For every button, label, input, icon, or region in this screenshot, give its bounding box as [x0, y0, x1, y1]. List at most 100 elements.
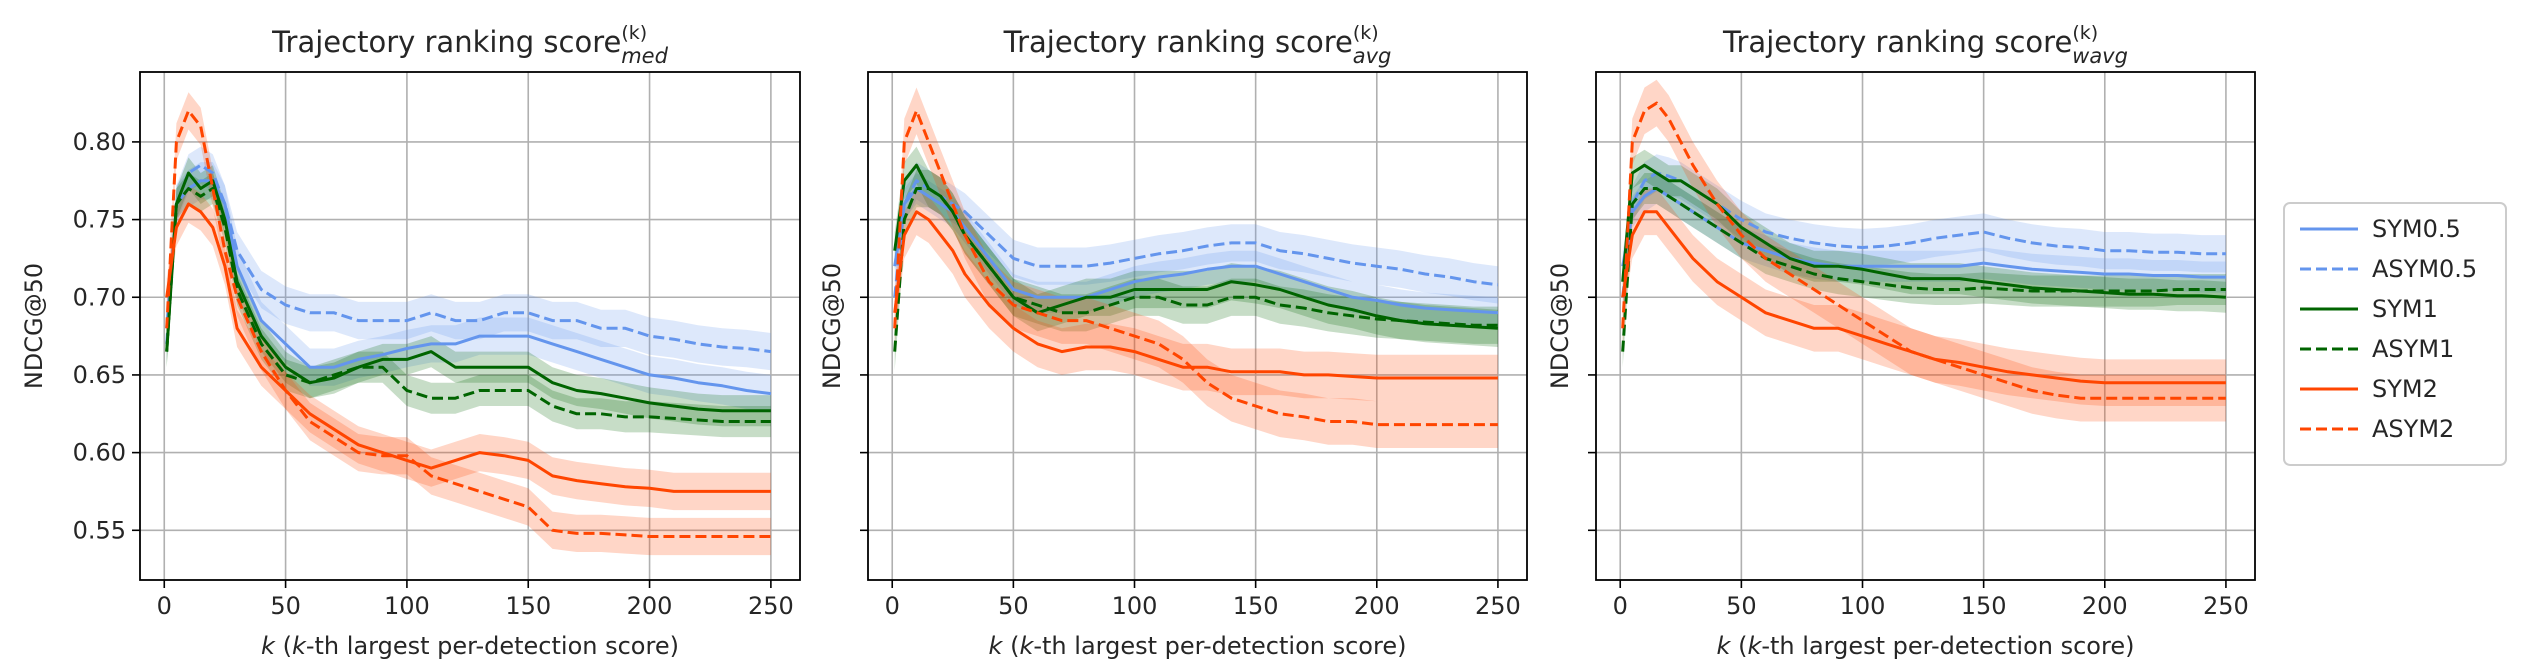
legend-entries: SYM0.5 ASYM0.5 SYM1 ASYM1 SYM2 ASYM2 [2300, 215, 2477, 443]
title-main: Trajectory ranking score [271, 25, 621, 59]
legend-label: SYM2 [2372, 375, 2438, 403]
series-line-sym2 [165, 202, 771, 493]
x-tick-label: 250 [2203, 592, 2249, 620]
y-tick-label: 0.70 [73, 283, 126, 311]
x-axis-label: k (k-th largest per-detection score) [261, 632, 679, 660]
series-line-sym0-5 [1621, 187, 2226, 279]
x-label-k: k [261, 632, 276, 660]
band-asym0-5 [166, 146, 771, 371]
y-tick-label: 0.60 [73, 439, 126, 467]
x-tick-label: 200 [627, 592, 673, 620]
title-main: Trajectory ranking score [1722, 25, 2072, 59]
series-line-asym2 [1621, 101, 2226, 400]
x-tick-label: 100 [384, 592, 430, 620]
x-tick-label: 0 [157, 592, 172, 620]
x-axis-label: k (k-th largest per-detection score) [1717, 632, 2135, 660]
y-tick-label: 0.75 [73, 206, 126, 234]
plot-area [165, 92, 772, 556]
series-line-asym2 [165, 109, 771, 538]
series-line-asym1 [1621, 187, 2226, 352]
x-tick-label: 0 [885, 592, 900, 620]
legend-item-sym1: SYM1 [2300, 295, 2438, 323]
legend-item-asym1: ASYM1 [2300, 335, 2454, 363]
series-line-sym0-5 [893, 187, 1498, 315]
axes-frame [1595, 71, 2256, 581]
x-tick-label: 100 [1112, 592, 1158, 620]
title-main: Trajectory ranking score [1003, 25, 1353, 59]
x-tick-label: 200 [2082, 592, 2128, 620]
axes-frame [139, 71, 801, 581]
panel-title: Trajectory ranking score(k) wavg [1722, 22, 2128, 68]
series-line-asym2 [893, 109, 1498, 427]
x-tick-label: 150 [1961, 592, 2007, 620]
band-asym0-5 [1622, 154, 2226, 316]
legend-label: ASYM1 [2372, 335, 2454, 363]
series-line-sym2 [1621, 210, 2226, 385]
series-line-asym0-5 [165, 163, 772, 354]
x-axis-label: k (k-th largest per-detection score) [989, 632, 1407, 660]
title-sup: (k) [621, 22, 647, 44]
series-line-sym2 [893, 210, 1498, 380]
x-label-tail: -th largest per-detection score) [1033, 632, 1406, 660]
y-tick-label: 0.65 [73, 361, 126, 389]
y-tick-label: 0.55 [73, 516, 126, 544]
band-sym1 [166, 157, 771, 427]
legend-item-sym0-5: SYM0.5 [2300, 215, 2461, 243]
x-tick-label: 150 [505, 592, 551, 620]
band-sym1 [1622, 149, 2226, 313]
x-tick-label: 250 [748, 592, 794, 620]
band-asym2 [1622, 79, 2226, 422]
x-label-k: k [989, 632, 1004, 660]
band-asym2 [894, 87, 1498, 448]
x-tick-label: 50 [270, 592, 301, 620]
series-line-asym1 [893, 187, 1498, 352]
legend-label: ASYM2 [2372, 415, 2454, 443]
title-sub: avg [1353, 44, 1392, 68]
band-sym2 [894, 188, 1498, 402]
axes-frame [867, 71, 1528, 581]
series-line-sym1 [165, 171, 771, 413]
x-tick-label: 0 [1613, 592, 1628, 620]
band-asym1 [1622, 173, 2226, 368]
band-asym0-5 [894, 162, 1498, 316]
grid [868, 72, 1527, 580]
y-axis-label: NDCG@50 [1546, 263, 1574, 389]
plot-area [893, 87, 1499, 448]
x-tick-label: 200 [1354, 592, 1400, 620]
legend: SYM0.5 ASYM0.5 SYM1 ASYM1 SYM2 ASYM2 [2283, 202, 2507, 466]
band-asym1 [894, 169, 1498, 371]
legend-label: SYM0.5 [2372, 215, 2461, 243]
legend-item-asym0-5: ASYM0.5 [2300, 255, 2477, 283]
x-label-tail: -th largest per-detection score) [1761, 632, 2134, 660]
band-sym0-5 [894, 173, 1498, 329]
title-sup: (k) [1353, 22, 1379, 44]
x-label-part: ( [1730, 632, 1747, 660]
band-sym0-5 [166, 162, 771, 413]
x-label-k2: k [292, 632, 307, 660]
x-label-part: ( [1002, 632, 1019, 660]
legend-label: SYM1 [2372, 295, 2438, 323]
panel-title: Trajectory ranking score(k) avg [1003, 22, 1392, 68]
series-line-asym0-5 [1621, 171, 2226, 298]
x-tick-label: 100 [1840, 592, 1886, 620]
y-axis-label: NDCG@50 [818, 263, 846, 389]
legend-item-sym2: SYM2 [2300, 375, 2438, 403]
panel-title: Trajectory ranking score(k) med [271, 22, 668, 68]
x-label-k: k [1717, 632, 1732, 660]
title-sub: wavg [2072, 44, 2128, 68]
title-sub: med [621, 44, 668, 68]
x-label-k2: k [1747, 632, 1762, 660]
band-asym1 [166, 173, 771, 438]
legend-item-asym2: ASYM2 [2300, 415, 2454, 443]
x-tick-label: 150 [1233, 592, 1279, 620]
y-axis-label: NDCG@50 [20, 263, 48, 389]
grid [140, 72, 800, 580]
series-line-asym1 [165, 187, 771, 423]
title-sup: (k) [2072, 22, 2098, 44]
band-asym2 [166, 92, 771, 556]
grid [1596, 72, 2255, 580]
panel-1: 0 50 100 150 200 250 0.55 0.60 0.65 0.70 0.75 0.80 N… [20, 22, 801, 660]
